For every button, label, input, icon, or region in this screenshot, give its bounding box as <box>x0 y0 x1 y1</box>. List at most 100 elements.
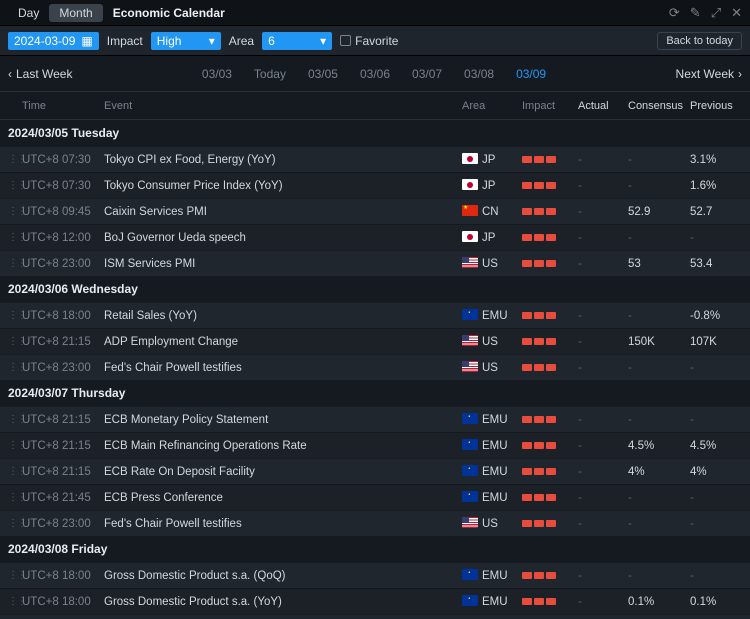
event-row[interactable]: ⋮⋮UTC+8 23:00Fed's Chair Powell testifie… <box>0 510 750 536</box>
event-row[interactable]: ⋮⋮UTC+8 21:15ECB Rate On Deposit Facilit… <box>0 458 750 484</box>
date-tab[interactable]: 03/09 <box>516 67 546 81</box>
cell-event: ECB Monetary Policy Statement <box>104 414 462 426</box>
flag-icon <box>462 595 478 606</box>
flag-icon <box>462 205 478 216</box>
event-row[interactable]: ⋮⋮UTC+8 18:00Retail Sales (YoY)EMU---0.8… <box>0 302 750 328</box>
favorite-checkbox[interactable] <box>340 35 351 46</box>
drag-handle-icon[interactable]: ⋮⋮ <box>8 154 22 165</box>
cell-event: Gross Domestic Product s.a. (YoY) <box>104 596 462 608</box>
event-row[interactable]: ⋮⋮UTC+8 12:00BoJ Governor Ueda speechJP-… <box>0 224 750 250</box>
drag-handle-icon[interactable]: ⋮⋮ <box>8 440 22 451</box>
col-area[interactable]: Area <box>462 100 522 112</box>
area-label: Area <box>229 34 254 48</box>
cell-previous: 52.7 <box>690 206 742 218</box>
expand-icon[interactable]: ⤢ <box>711 5 721 21</box>
view-month-button[interactable]: Month <box>49 4 102 22</box>
cell-time: UTC+8 21:15 <box>22 336 104 348</box>
drag-handle-icon[interactable]: ⋮⋮ <box>8 570 22 581</box>
col-impact[interactable]: Impact <box>522 100 578 112</box>
cell-consensus: - <box>628 362 690 374</box>
drag-handle-icon[interactable]: ⋮⋮ <box>8 466 22 477</box>
cell-area: EMU <box>462 569 522 582</box>
cell-time: UTC+8 21:45 <box>22 492 104 504</box>
cell-area: US <box>462 361 522 374</box>
drag-handle-icon[interactable]: ⋮⋮ <box>8 596 22 607</box>
date-tab[interactable]: Today <box>254 67 286 81</box>
drag-handle-icon[interactable]: ⋮⋮ <box>8 232 22 243</box>
cell-time: UTC+8 21:15 <box>22 440 104 452</box>
cell-time: UTC+8 09:45 <box>22 206 104 218</box>
refresh-icon[interactable]: ⟳ <box>669 5 680 21</box>
date-tab[interactable]: 03/03 <box>202 67 232 81</box>
event-row[interactable]: ⋮⋮UTC+8 23:00Fed's Chair Powell testifie… <box>0 354 750 380</box>
impact-indicator <box>522 494 578 501</box>
col-event[interactable]: Event <box>104 100 462 112</box>
last-week-button[interactable]: ‹ Last Week <box>8 67 72 81</box>
col-consensus[interactable]: Consensus <box>628 100 690 112</box>
impact-indicator <box>522 468 578 475</box>
next-week-button[interactable]: Next Week › <box>676 67 742 81</box>
event-row[interactable]: ⋮⋮UTC+8 21:30Average Hourly Earnings (Yo… <box>0 614 750 619</box>
cell-time: UTC+8 23:00 <box>22 518 104 530</box>
drag-handle-icon[interactable]: ⋮⋮ <box>8 336 22 347</box>
drag-handle-icon[interactable]: ⋮⋮ <box>8 492 22 503</box>
cell-actual: - <box>578 154 628 166</box>
event-row[interactable]: ⋮⋮UTC+8 21:15ADP Employment ChangeUS-150… <box>0 328 750 354</box>
date-tab[interactable]: 03/07 <box>412 67 442 81</box>
flag-icon <box>462 517 478 528</box>
group-header: 2024/03/08 Friday <box>0 536 750 562</box>
col-time[interactable]: Time <box>22 100 104 112</box>
event-row[interactable]: ⋮⋮UTC+8 18:00Gross Domestic Product s.a.… <box>0 588 750 614</box>
event-row[interactable]: ⋮⋮UTC+8 21:45ECB Press ConferenceEMU--- <box>0 484 750 510</box>
impact-indicator <box>522 598 578 605</box>
cell-consensus: - <box>628 310 690 322</box>
event-row[interactable]: ⋮⋮UTC+8 21:15ECB Monetary Policy Stateme… <box>0 406 750 432</box>
impact-indicator <box>522 520 578 527</box>
col-actual[interactable]: Actual <box>578 100 628 112</box>
event-row[interactable]: ⋮⋮UTC+8 09:45Caixin Services PMICN-52.95… <box>0 198 750 224</box>
favorite-filter[interactable]: Favorite <box>340 34 398 48</box>
cell-impact <box>522 572 578 579</box>
cell-previous: 4% <box>690 466 742 478</box>
event-row[interactable]: ⋮⋮UTC+8 07:30Tokyo CPI ex Food, Energy (… <box>0 146 750 172</box>
cell-actual: - <box>578 336 628 348</box>
titlebar: Day Month Economic Calendar ⟳ ✎ ⤢ ✕ <box>0 0 750 26</box>
drag-handle-icon[interactable]: ⋮⋮ <box>8 206 22 217</box>
drag-handle-icon[interactable]: ⋮⋮ <box>8 414 22 425</box>
date-tab[interactable]: 03/08 <box>464 67 494 81</box>
cell-event: ADP Employment Change <box>104 336 462 348</box>
cell-consensus: - <box>628 154 690 166</box>
col-previous[interactable]: Previous <box>690 100 742 112</box>
drag-handle-icon[interactable]: ⋮⋮ <box>8 180 22 191</box>
drag-handle-icon[interactable]: ⋮⋮ <box>8 518 22 529</box>
cell-actual: - <box>578 518 628 530</box>
cell-event: Retail Sales (YoY) <box>104 310 462 322</box>
event-row[interactable]: ⋮⋮UTC+8 07:30Tokyo Consumer Price Index … <box>0 172 750 198</box>
event-list[interactable]: 2024/03/05 Tuesday⋮⋮UTC+8 07:30Tokyo CPI… <box>0 120 750 619</box>
edit-icon[interactable]: ✎ <box>690 5 701 21</box>
week-nav: ‹ Last Week 03/03 Today 03/05 03/06 03/07 03/… <box>0 56 750 92</box>
event-row[interactable]: ⋮⋮UTC+8 18:00Gross Domestic Product s.a.… <box>0 562 750 588</box>
cell-time: UTC+8 07:30 <box>22 180 104 192</box>
flag-icon <box>462 465 478 476</box>
drag-handle-icon[interactable]: ⋮⋮ <box>8 362 22 373</box>
date-picker[interactable]: 2024-03-09 ▦ <box>8 32 99 50</box>
event-row[interactable]: ⋮⋮UTC+8 21:15ECB Main Refinancing Operat… <box>0 432 750 458</box>
date-tab[interactable]: 03/05 <box>308 67 338 81</box>
close-icon[interactable]: ✕ <box>731 5 742 21</box>
flag-icon <box>462 257 478 268</box>
drag-handle-icon[interactable]: ⋮⋮ <box>8 310 22 321</box>
drag-handle-icon[interactable]: ⋮⋮ <box>8 258 22 269</box>
flag-icon <box>462 361 478 372</box>
next-week-label: Next Week <box>676 67 734 81</box>
cell-previous: 53.4 <box>690 258 742 270</box>
date-tab[interactable]: 03/06 <box>360 67 390 81</box>
event-row[interactable]: ⋮⋮UTC+8 23:00ISM Services PMIUS-5353.4 <box>0 250 750 276</box>
view-day-button[interactable]: Day <box>8 4 49 22</box>
back-to-today-button[interactable]: Back to today <box>657 32 742 50</box>
area-select[interactable]: 6 ▾ <box>262 32 332 50</box>
cell-event: Gross Domestic Product s.a. (QoQ) <box>104 570 462 582</box>
flag-icon <box>462 231 478 242</box>
impact-select[interactable]: High ▾ <box>151 32 221 50</box>
title-icons: ⟳ ✎ ⤢ ✕ <box>669 5 742 21</box>
